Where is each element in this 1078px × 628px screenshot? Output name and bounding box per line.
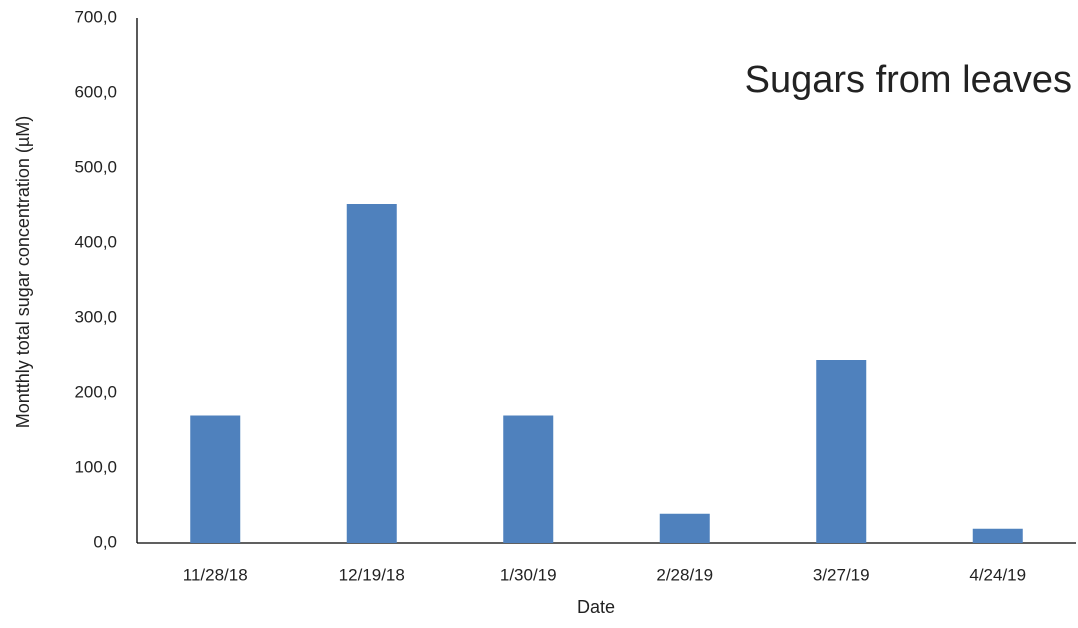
x-tick-label: 2/28/19	[656, 565, 713, 584]
bar	[190, 415, 241, 543]
y-axis-label: Montthly total sugar concentration (µM)	[13, 116, 33, 429]
bar	[972, 528, 1023, 543]
x-tick-label: 12/19/18	[339, 565, 405, 584]
y-tick-label: 200,0	[74, 382, 117, 401]
y-tick-label: 100,0	[74, 457, 117, 476]
bar	[503, 415, 554, 543]
x-tick-label: 1/30/19	[500, 565, 557, 584]
bar	[659, 513, 710, 543]
bar	[346, 204, 397, 543]
y-tick-label: 500,0	[74, 157, 117, 176]
y-tick-label: 0,0	[93, 532, 117, 551]
y-tick-label: 300,0	[74, 307, 117, 326]
chart-title: Sugars from leaves	[745, 59, 1072, 101]
y-tick-label: 700,0	[74, 7, 117, 26]
y-tick-label: 600,0	[74, 82, 117, 101]
x-axis-label: Date	[577, 597, 615, 617]
x-tick-label: 11/28/18	[183, 565, 248, 584]
x-tick-label: 4/24/19	[969, 565, 1026, 584]
bar	[816, 360, 867, 543]
x-tick-label: 3/27/19	[813, 565, 870, 584]
y-tick-label: 400,0	[74, 232, 117, 251]
